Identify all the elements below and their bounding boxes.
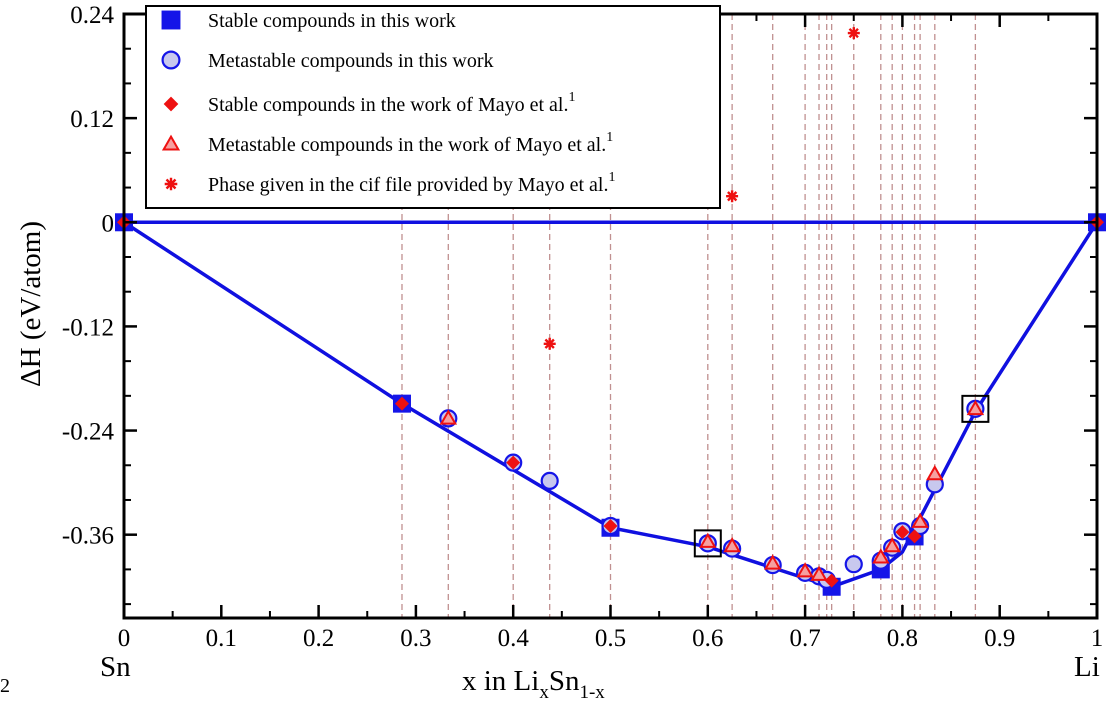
legend-entry-label: Phase given in the cif file provided by …	[208, 170, 615, 196]
x-tick-label: 0.9	[984, 625, 1015, 652]
y-tick-label: -0.12	[62, 314, 114, 341]
marker-diamond-point	[506, 455, 521, 470]
legend-entry-label: Stable compounds in the work of Mayo et …	[208, 90, 576, 116]
legend-marker-diamond	[163, 96, 179, 112]
legend-marker-square	[161, 10, 181, 30]
legend-marker-circle	[161, 50, 181, 70]
x-axis-title: x in LixSn1-x	[462, 665, 605, 703]
legend-entry-text: Metastable compounds in the work of Mayo…	[208, 134, 606, 156]
x-tick-label: 0.8	[887, 625, 918, 652]
marker-triangle-point	[883, 536, 901, 553]
x-axis-title-sub-1-x: 1-x	[579, 682, 605, 703]
x-end-label-li: Li	[1074, 651, 1100, 683]
x-axis-title-base: x in Li	[462, 665, 539, 697]
marker-diamond-point	[603, 519, 618, 534]
data-markers	[115, 27, 1106, 596]
x-tick-label: 0.4	[498, 625, 530, 652]
legend-entry-superscript: 1	[606, 130, 613, 145]
marker-triangle-point	[723, 536, 741, 553]
legend-marker-asterisk	[164, 177, 178, 191]
x-axis-title-sub-x: x	[539, 682, 549, 703]
marker-circle-point	[844, 555, 863, 574]
marker-triangle-point	[699, 532, 717, 548]
marker-triangle-point	[796, 562, 814, 578]
x-tick-label: 0.7	[789, 625, 820, 652]
marker-triangle-point	[872, 548, 890, 564]
y-tick-label: 0	[102, 210, 115, 237]
marker-triangle-point	[966, 399, 985, 416]
legend-entry-text: Phase given in the cif file provided by …	[208, 174, 608, 196]
legend-entry-text: Metastable compounds in this work	[208, 50, 494, 72]
legend-entry-label: Metastable compounds in this work	[208, 50, 494, 72]
marker-diamond-point	[907, 529, 922, 544]
legend-entry-text: Stable compounds in this work	[208, 10, 456, 32]
x-tick-label: 0.1	[206, 625, 237, 652]
marker-triangle-point	[926, 464, 944, 481]
x-tick-label: 0.5	[595, 625, 626, 652]
x-end-label-sn: Sn	[100, 651, 131, 683]
x-tick-label: 0	[118, 625, 131, 652]
legend-entry-label: Metastable compounds in the work of Mayo…	[208, 130, 613, 156]
legend-marker-triangle	[161, 134, 181, 151]
legend: Stable compounds in this work Metastable …	[145, 5, 721, 209]
tick-labels: 0 0.1 0.2 0.3 0.4 0.5 0.6 0.7 0.8 0.9 1 0.24 0.12 0 -0…	[62, 2, 1103, 652]
highlight-box	[961, 394, 990, 423]
marker-triangle-point	[810, 565, 828, 581]
y-tick-label: -0.36	[62, 523, 114, 550]
marker-asterisk-point	[543, 337, 556, 350]
x-axis-title-sn: Sn	[549, 665, 580, 697]
corner-number: 2	[0, 675, 10, 697]
marker-diamond-point	[895, 525, 910, 540]
legend-entry-label: Stable compounds in this work	[208, 10, 456, 32]
marker-diamond-point	[394, 396, 409, 411]
y-tick-label: 0.24	[70, 2, 114, 29]
marker-circle-point	[540, 471, 559, 490]
marker-asterisk-point	[847, 27, 860, 40]
highlight-box	[693, 529, 722, 558]
marker-triangle-point	[911, 512, 929, 528]
x-tick-label: 0.2	[303, 625, 334, 652]
y-tick-label: -0.24	[62, 419, 115, 446]
highlight-boxes	[693, 394, 990, 558]
marker-asterisk-point	[726, 190, 739, 203]
marker-triangle-point	[439, 409, 458, 425]
x-tick-label: 0.3	[400, 625, 431, 652]
y-axis-title: ΔH (eV/atom)	[15, 221, 47, 387]
legend-entry-text: Stable compounds in the work of Mayo et …	[208, 94, 569, 116]
x-tick-label: 1	[1091, 625, 1104, 652]
legend-entry-superscript: 1	[608, 170, 615, 185]
marker-diamond-point	[824, 573, 839, 588]
legend-entry-superscript: 1	[569, 90, 576, 105]
legend-box	[145, 5, 721, 209]
y-tick-label: 0.12	[70, 106, 114, 133]
x-tick-label: 0.6	[692, 625, 723, 652]
marker-triangle-point	[763, 554, 782, 570]
